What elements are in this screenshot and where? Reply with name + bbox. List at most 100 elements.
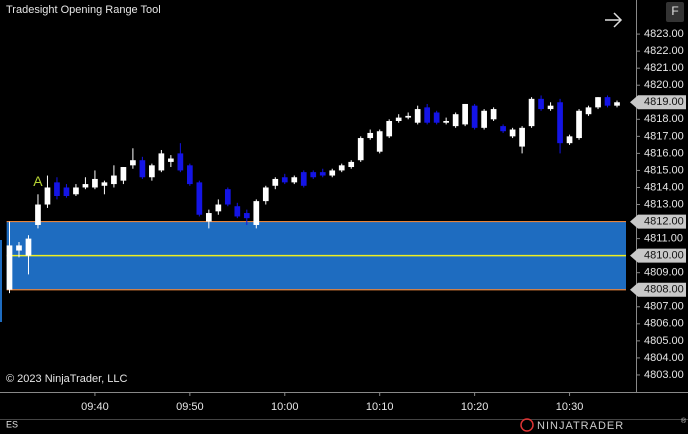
candle-body <box>566 136 573 144</box>
y-tick-label: 4820.00 <box>644 79 684 91</box>
candle-body <box>54 182 60 196</box>
left-indicator <box>0 240 2 322</box>
y-tick-label: 4805.00 <box>644 335 684 347</box>
candle-body <box>120 167 127 181</box>
candle <box>481 109 487 130</box>
candle-body <box>234 206 241 217</box>
y-tick-label: 4821.00 <box>644 62 684 74</box>
y-tick-label: 4806.00 <box>644 318 684 330</box>
candle <box>101 180 108 195</box>
y-tick-label: 4813.00 <box>644 198 684 210</box>
x-tick-label: 09:50 <box>176 401 204 413</box>
candle-body <box>481 110 487 128</box>
candle-body <box>272 178 279 186</box>
candle <box>158 149 165 173</box>
candle-body <box>348 161 355 168</box>
candle-body <box>595 97 601 108</box>
candle <box>595 97 601 110</box>
candle <box>367 129 374 140</box>
candle-body <box>243 213 250 219</box>
candle-body <box>262 187 269 202</box>
candle <box>177 143 184 173</box>
arrow-head <box>613 12 623 28</box>
candle <box>414 105 421 125</box>
candle <box>187 163 193 186</box>
candle <box>300 170 307 188</box>
candle-body <box>452 114 459 127</box>
candle <box>443 117 449 125</box>
f-button[interactable]: F <box>671 4 678 18</box>
price-marker-label: 4819.00 <box>644 96 684 108</box>
y-tick-label: 4816.00 <box>644 147 684 159</box>
candle-body <box>187 165 193 185</box>
candle <box>557 98 563 154</box>
price-marker-label: 4810.00 <box>644 250 684 262</box>
candle-body <box>509 129 516 137</box>
x-tick-label: 10:10 <box>366 401 394 413</box>
candle-body <box>101 182 108 186</box>
candle <box>604 95 611 108</box>
candle <box>405 112 412 120</box>
candle-body <box>177 153 184 171</box>
candle <box>348 160 355 169</box>
candle <box>281 173 288 185</box>
candle <box>272 177 279 190</box>
y-tick-label: 4807.00 <box>644 301 684 313</box>
candle-body <box>224 189 231 205</box>
candle-body <box>329 170 336 176</box>
candle <box>538 95 544 111</box>
y-tick-label: 4822.00 <box>644 45 684 57</box>
x-tick-label: 09:40 <box>81 401 109 413</box>
candle-body <box>215 204 222 212</box>
f-button-bg[interactable] <box>666 2 684 22</box>
copyright: © 2023 NinjaTrader, LLC <box>6 373 127 385</box>
candle-body <box>130 160 136 166</box>
candle-body <box>205 213 212 222</box>
x-tick-label: 10:30 <box>556 401 584 413</box>
candle-body <box>310 172 317 178</box>
candle-body <box>538 98 544 110</box>
candle-body <box>357 138 364 161</box>
candle-body <box>576 110 582 139</box>
price-marker-label: 4808.00 <box>644 284 684 296</box>
candle-body <box>462 103 468 125</box>
candle-body <box>500 126 506 132</box>
candle <box>338 163 345 173</box>
candle <box>120 167 127 185</box>
nav-arrow[interactable] <box>605 12 623 28</box>
candle-body <box>386 121 393 137</box>
candle <box>139 156 146 179</box>
candle <box>224 187 231 207</box>
candle <box>168 155 174 168</box>
candle <box>82 177 89 190</box>
candle-body <box>585 107 592 115</box>
candle <box>585 105 592 116</box>
candle-body <box>519 127 525 147</box>
candle-body <box>443 121 449 123</box>
x-tick-label: 10:00 <box>271 401 299 413</box>
candle <box>54 177 60 200</box>
candle-body <box>73 187 79 195</box>
candle <box>424 103 431 125</box>
price-marker <box>630 248 686 263</box>
candle-body <box>405 115 412 118</box>
candle <box>111 165 117 188</box>
price-marker <box>630 95 686 110</box>
candle <box>310 170 317 179</box>
candle-body <box>168 158 174 162</box>
instrument: ES <box>6 419 18 429</box>
candle <box>25 235 32 275</box>
candle-body <box>82 184 89 188</box>
candle <box>376 129 383 154</box>
candle-body <box>281 177 288 183</box>
candle <box>452 112 459 128</box>
y-tick-label: 4815.00 <box>644 164 684 176</box>
candle <box>614 100 620 108</box>
candle-body <box>300 172 307 186</box>
candle-body <box>35 204 41 225</box>
brand-name: NINJATRADER <box>537 420 624 432</box>
candle <box>205 209 212 229</box>
candle-body <box>614 102 620 106</box>
y-tick-label: 4817.00 <box>644 130 684 142</box>
